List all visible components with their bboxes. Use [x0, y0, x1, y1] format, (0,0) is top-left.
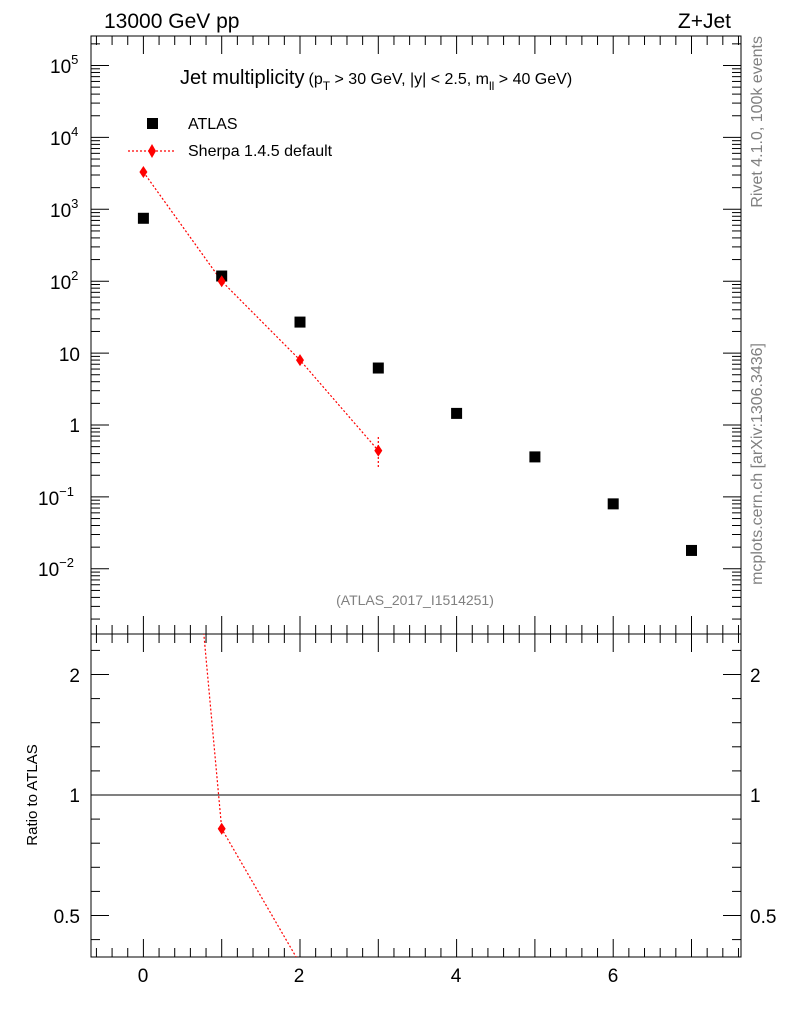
plot-title: Jet multiplicity (pT > 30 GeV, |y| < 2.5,…: [180, 67, 572, 93]
atlas-point: [372, 362, 384, 374]
legend-atlas-marker: [147, 118, 158, 129]
ratio-y-tick-labels-right: 2 1 0.5: [750, 666, 776, 928]
ratio-clip-group: [203, 634, 297, 957]
sherpa-point: [217, 275, 226, 288]
sherpa-ratio-point: [217, 822, 226, 835]
main-panel-data: [137, 166, 697, 556]
sherpa-point: [139, 166, 148, 179]
legend-atlas-label: ATLAS: [188, 116, 238, 133]
x-tick-label-0: 0: [138, 966, 149, 987]
ratio-tick-label-right-05: 0.5: [750, 907, 776, 928]
atlas-point: [607, 498, 619, 510]
energy-label: 13000 GeV pp: [104, 10, 239, 33]
analysis-id-label: (ATLAS_2017_I1514251): [336, 592, 494, 608]
ratio-tick-label-right-1: 1: [750, 786, 761, 807]
y-tick-label-1e3: 103: [50, 196, 78, 222]
main-y-tick-labels: 105 104 103 102 10 1 10−1 10−2: [38, 52, 80, 581]
ratio-tick-label-05: 0.5: [54, 907, 80, 928]
mcplots-annotation: mcplots.cern.ch [arXiv:1306.3436]: [749, 343, 766, 585]
sherpa-point: [374, 444, 383, 457]
rivet-annotation: Rivet 4.1.0, 100k events: [749, 36, 766, 208]
ratio-tick-label-1: 1: [69, 786, 80, 807]
atlas-point: [294, 316, 306, 328]
atlas-point: [451, 407, 463, 419]
ratio-ylabel: Ratio to ATLAS: [24, 744, 41, 845]
sherpa-point: [296, 354, 304, 367]
x-tick-label-6: 6: [608, 966, 619, 987]
ratio-tick-label-2: 2: [69, 666, 80, 687]
legend-sherpa-marker: [148, 144, 156, 158]
x-tick-labels: 0 2 4 6: [138, 966, 619, 987]
atlas-point: [137, 212, 149, 224]
main-panel-ticks: [91, 36, 741, 634]
legend: ATLAS Sherpa 1.4.5 default: [128, 116, 333, 160]
process-label: Z+Jet: [678, 10, 731, 33]
y-tick-label-1: 1: [69, 416, 80, 437]
atlas-point: [686, 544, 697, 556]
y-tick-label-1e4: 104: [50, 124, 78, 150]
atlas-point: [529, 451, 541, 463]
ratio-tick-label-right-2: 2: [750, 666, 761, 687]
y-tick-label-1em1: 10−1: [38, 484, 74, 510]
y-tick-label-10: 10: [59, 345, 80, 366]
y-tick-label-1e2: 102: [50, 268, 78, 294]
y-tick-label-1em2: 10−2: [38, 555, 74, 581]
y-tick-label-1e5: 105: [50, 52, 78, 78]
sherpa-line: [142, 171, 379, 452]
ratio-panel-data: [203, 634, 297, 957]
legend-sherpa-label: Sherpa 1.4.5 default: [188, 143, 333, 160]
ratio-y-tick-labels-left: 2 1 0.5: [54, 666, 80, 928]
x-tick-label-2: 2: [294, 966, 305, 987]
x-tick-label-4: 4: [451, 966, 462, 987]
